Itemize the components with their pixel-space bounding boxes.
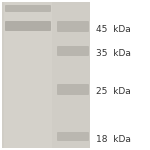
Bar [4,2,52,148]
Text: 45  kDa: 45 kDa [96,24,131,33]
Bar [2,2,90,148]
FancyBboxPatch shape [57,46,89,56]
Text: 25  kDa: 25 kDa [96,87,131,96]
FancyBboxPatch shape [5,5,51,12]
FancyBboxPatch shape [5,21,51,31]
Text: 35  kDa: 35 kDa [96,50,131,58]
FancyBboxPatch shape [57,84,89,95]
Text: 18  kDa: 18 kDa [96,135,131,144]
FancyBboxPatch shape [57,132,89,141]
FancyBboxPatch shape [57,21,89,32]
